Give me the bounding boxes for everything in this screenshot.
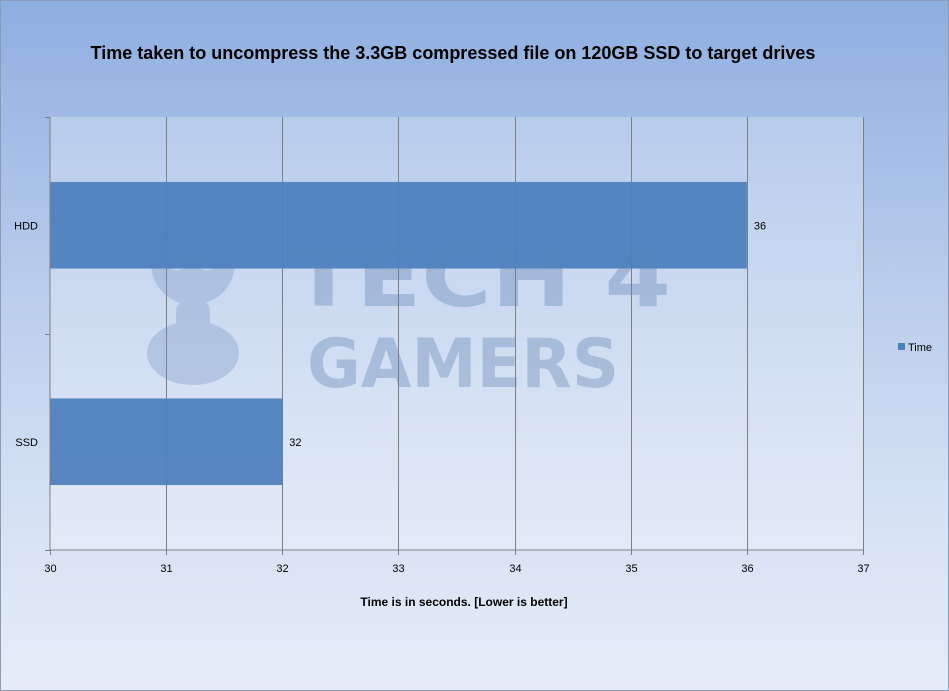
data-labels: 36 32 [289,220,766,449]
bars [50,181,747,486]
x-tick-label: 35 [625,563,637,575]
bar-hdd [50,181,747,269]
x-tick-label: 37 [857,563,869,575]
y-axis-ticks [45,117,50,551]
x-tick-label: 31 [160,563,172,575]
x-axis-ticks: 30 31 32 33 34 35 36 37 [44,550,870,575]
x-tick-label: 33 [392,563,404,575]
x-axis-title: Time is in seconds. [Lower is better] [360,595,567,609]
y-category-label: HDD [14,220,38,232]
legend-label-time: Time [908,342,932,354]
x-tick-label: 36 [741,563,753,575]
data-label-ssd: 32 [289,437,301,449]
data-label-hdd: 36 [754,220,766,232]
y-category-label: SSD [15,437,38,449]
legend: Time [898,342,932,354]
watermark-line2: GAMERS [307,325,619,404]
y-axis-labels: HDD SSD [14,220,38,449]
bar-ssd [50,398,283,486]
x-tick-label: 34 [509,563,521,575]
chart-title: Time taken to uncompress the 3.3GB compr… [91,43,816,63]
x-tick-label: 30 [44,563,56,575]
legend-swatch-time [898,343,905,350]
x-tick-label: 32 [276,563,288,575]
